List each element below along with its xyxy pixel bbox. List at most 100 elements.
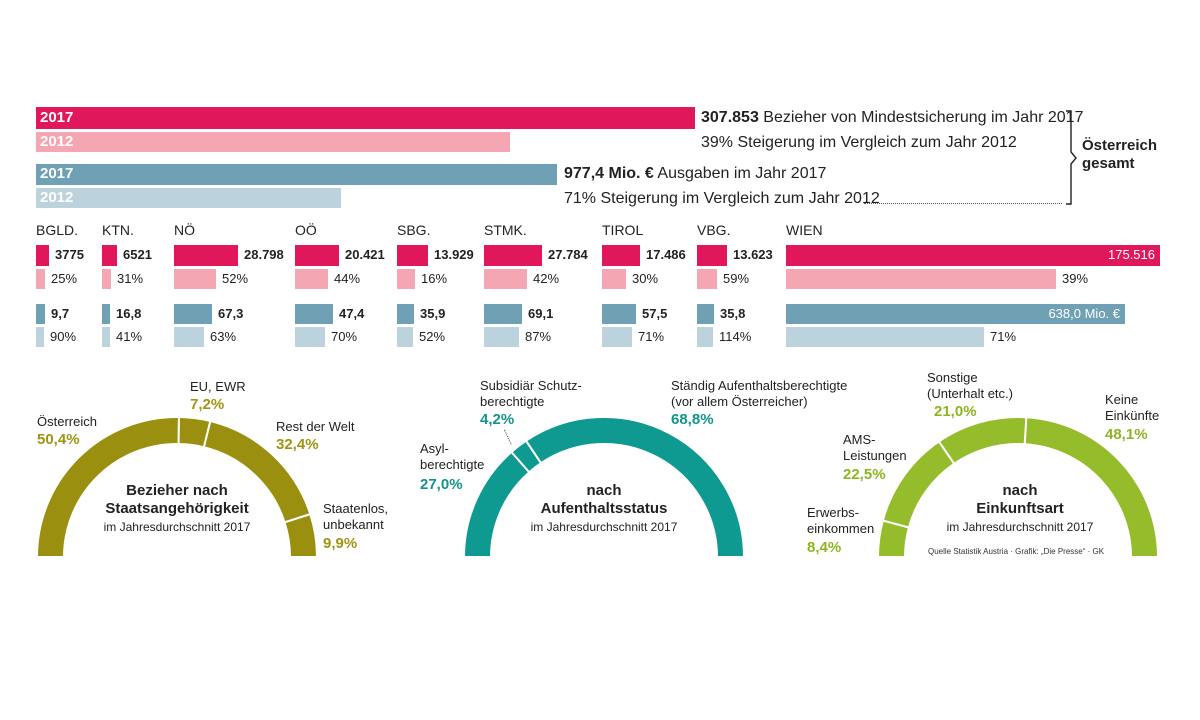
bracket xyxy=(1066,110,1077,205)
nat-title-1: Bezieher nach xyxy=(126,482,228,499)
region-name-stmk: STMK. xyxy=(484,222,527,238)
region-value-bgld-spending_increase: 90% xyxy=(50,329,77,344)
recipients-increase-text: 39% Steigerung im Vergleich zum Jahr 201… xyxy=(701,134,1017,151)
region-value-vbg-recipients: 13.623 xyxy=(733,247,773,262)
region-name-ktn: KTN. xyxy=(102,222,134,238)
region-bar-tirol-spending_increase xyxy=(602,327,632,347)
nat-subtitle: im Jahresdurchschnitt 2017 xyxy=(103,520,251,534)
region-bar-stmk-spending xyxy=(484,304,522,324)
nat-pct-oesterreich: 50,4% xyxy=(37,431,80,448)
inc-title-1: nach xyxy=(1002,482,1038,499)
region-bar-ktn-spending xyxy=(102,304,110,324)
region-bar-ktn-recipients xyxy=(102,245,117,266)
status-label-asyl-2: berechtigte xyxy=(420,457,485,472)
region-value-stmk-recipients: 27.784 xyxy=(548,247,588,262)
region-value-vbg-recipients_increase: 59% xyxy=(723,271,750,286)
region-value-nö-spending: 67,3 xyxy=(218,306,244,321)
region-value-stmk-recipients_increase: 42% xyxy=(533,271,560,286)
region-value-ktn-recipients: 6521 xyxy=(123,247,152,262)
recipients-total-number: 307.853 xyxy=(701,109,759,126)
region-bar-tirol-recipients_increase xyxy=(602,269,626,289)
region-bar-oö-spending_increase xyxy=(295,327,325,347)
region-bar-stmk-spending_increase xyxy=(484,327,519,347)
region-value-oö-recipients: 20.421 xyxy=(345,247,385,262)
region-value-ktn-recipients_increase: 31% xyxy=(117,271,144,286)
income-segment-2 xyxy=(937,416,1028,466)
nat-title-2: Staatsangehörigkeit xyxy=(105,500,249,517)
bracket-label-1: Österreich xyxy=(1082,137,1158,154)
inc-label-sonstige-2: (Unterhalt etc.) xyxy=(927,386,1013,401)
region-value-tirol-recipients_increase: 30% xyxy=(632,271,659,286)
region-bar-stmk-recipients xyxy=(484,245,542,266)
region-name-wien: WIEN xyxy=(786,222,823,238)
region-bar-wien-recipients xyxy=(786,245,1160,266)
status-pct-subsidiaer: 4,2% xyxy=(480,411,515,428)
region-bar-bgld-spending xyxy=(36,304,45,324)
region-value-stmk-spending: 69,1 xyxy=(528,306,554,321)
nationality-segment-3 xyxy=(283,512,319,558)
spending-2017-bar xyxy=(36,164,557,185)
region-bar-ktn-recipients_increase xyxy=(102,269,111,289)
region-bar-bgld-recipients xyxy=(36,245,49,266)
region-value-tirol-spending_increase: 71% xyxy=(638,329,665,344)
recipients-total-text: 307.853 Bezieher von Mindestsicherung im… xyxy=(701,108,1083,128)
recipients-2012-bar xyxy=(36,132,510,152)
region-bar-sbg-recipients xyxy=(397,245,428,266)
status-label-subsidiaer-2: berechtigte xyxy=(480,394,545,409)
region-bar-vbg-spending xyxy=(697,304,714,324)
recipients-2017-year: 2017 xyxy=(40,109,74,126)
region-bar-tirol-recipients xyxy=(602,245,640,266)
region-value-bgld-recipients_increase: 25% xyxy=(51,271,78,286)
status-label-subsidiaer-1: Subsidiär Schutz- xyxy=(480,378,582,393)
region-value-ktn-spending_increase: 41% xyxy=(116,329,143,344)
region-bar-nö-spending_increase xyxy=(174,327,204,347)
status-label-asyl-1: Asyl- xyxy=(420,441,449,456)
recipients-total-label: Bezieher von Mindestsicherung im Jahr 20… xyxy=(758,109,1084,126)
region-value-sbg-recipients_increase: 16% xyxy=(421,271,448,286)
region-bar-nö-recipients xyxy=(174,245,238,266)
region-bar-sbg-spending xyxy=(397,304,414,324)
recipients-2017-bar xyxy=(36,107,695,129)
region-value-vbg-spending: 35,8 xyxy=(720,306,746,321)
spending-increase-text: 71% Steigerung im Vergleich zum Jahr 201… xyxy=(564,190,880,207)
status-segment-2 xyxy=(524,416,746,558)
nat-pct-rest: 32,4% xyxy=(276,436,319,453)
spending-total-number: 977,4 Mio. € xyxy=(564,165,654,182)
nat-label-eu: EU, EWR xyxy=(190,379,246,394)
status-label-staendig-1: Ständig Aufenthaltsberechtigte xyxy=(671,378,848,393)
region-bar-nö-spending xyxy=(174,304,212,324)
region-value-oö-recipients_increase: 44% xyxy=(334,271,361,286)
region-bar-oö-recipients_increase xyxy=(295,269,328,289)
region-value-oö-spending_increase: 70% xyxy=(331,329,358,344)
nat-pct-eu: 7,2% xyxy=(190,396,225,413)
status-subtitle: im Jahresdurchschnitt 2017 xyxy=(530,520,678,534)
region-bar-ktn-spending_increase xyxy=(102,327,110,347)
region-bar-tirol-spending xyxy=(602,304,636,324)
inc-subtitle: im Jahresdurchschnitt 2017 xyxy=(946,520,1094,534)
region-value-bgld-recipients: 3775 xyxy=(55,247,84,262)
region-value-oö-spending: 47,4 xyxy=(339,306,365,321)
region-value-sbg-spending: 35,9 xyxy=(420,306,446,321)
region-bar-bgld-spending_increase xyxy=(36,327,44,347)
region-name-tirol: TIROL xyxy=(602,222,644,238)
region-value-nö-recipients: 28.798 xyxy=(244,247,284,262)
dotted-leader-line xyxy=(864,203,1062,204)
inc-pct-keine: 48,1% xyxy=(1105,426,1148,443)
nat-label-oesterreich: Österreich xyxy=(37,414,97,429)
inc-pct-ams: 22,5% xyxy=(843,466,886,483)
inc-pct-erwerb: 8,4% xyxy=(807,539,842,556)
spending-2012-year: 2012 xyxy=(40,189,74,206)
inc-label-keine-1: Keine xyxy=(1105,392,1139,407)
region-value-bgld-spending: 9,7 xyxy=(51,306,70,321)
inc-label-sonstige-1: Sonstige xyxy=(927,370,978,385)
region-bar-wien-recipients_increase xyxy=(786,269,1056,289)
inc-label-erwerb-1: Erwerbs- xyxy=(807,505,860,520)
region-value-sbg-recipients: 13.929 xyxy=(434,247,474,262)
income-segment-3 xyxy=(1023,416,1160,558)
inc-pct-sonstige: 21,0% xyxy=(934,403,977,420)
recipients-2012-year: 2012 xyxy=(40,133,74,150)
region-name-bgld: BGLD. xyxy=(36,222,79,238)
region-value-tirol-recipients: 17.486 xyxy=(646,247,686,262)
region-bar-vbg-recipients xyxy=(697,245,727,266)
